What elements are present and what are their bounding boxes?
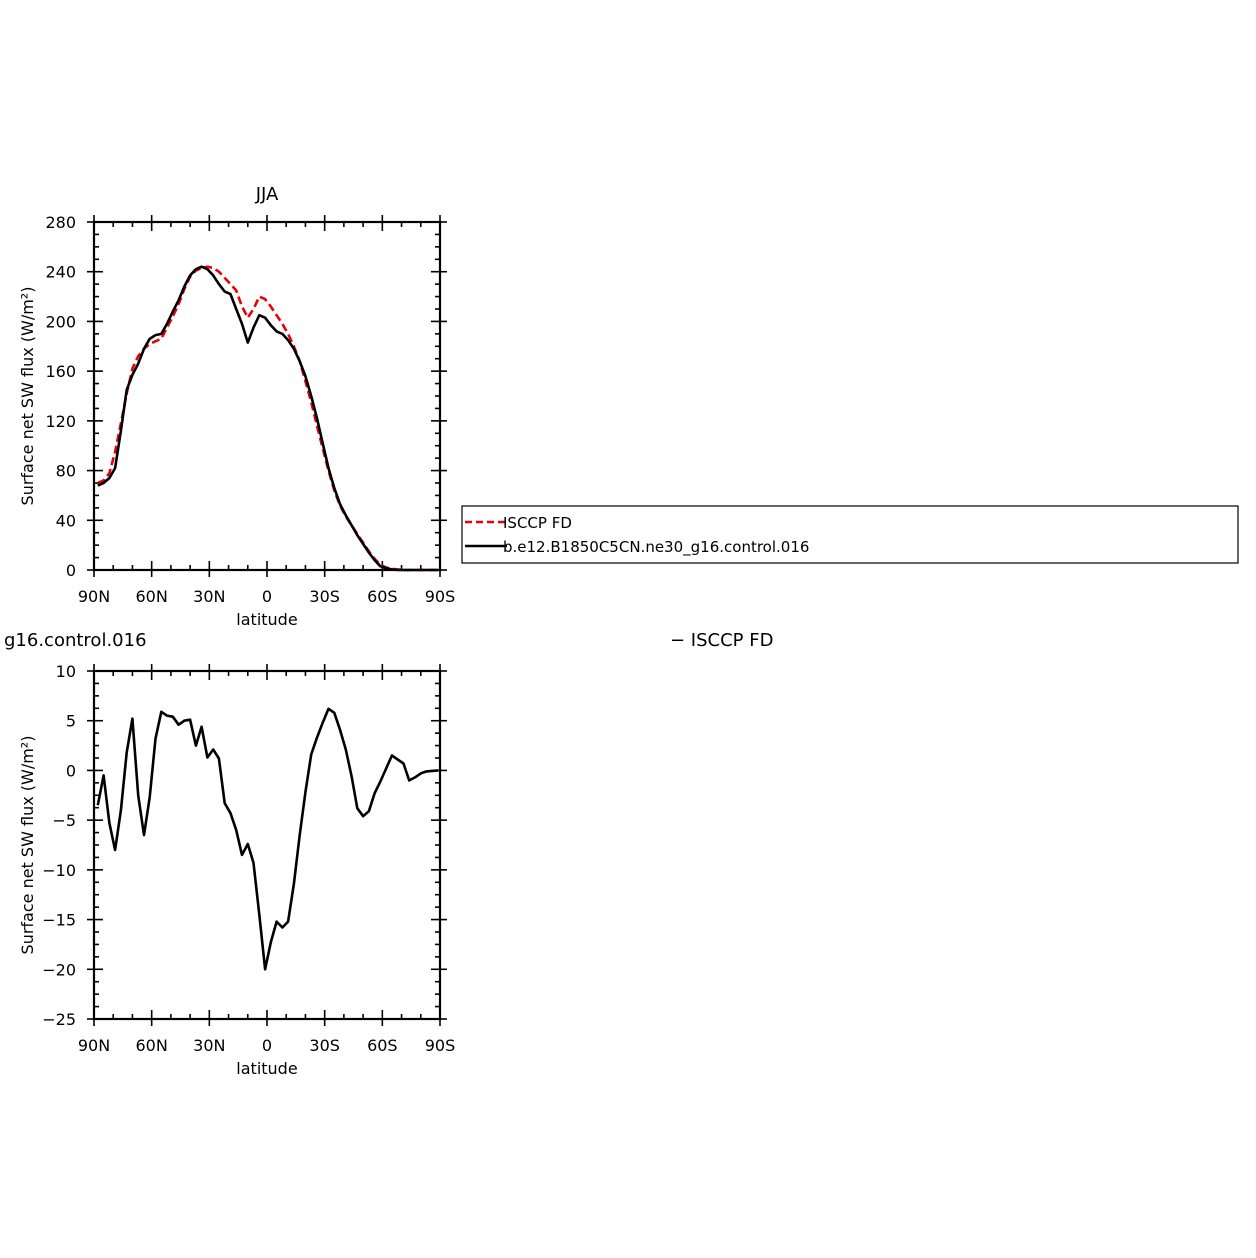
y-tick-label: −25 [42,1010,76,1029]
x-axis-label-bottom: latitude [236,1059,297,1078]
x-tick-label: 30N [193,587,225,606]
panel-zonal-mean: JJA 90N 60N 30N 0 30S 60S 90S 0 40 80 120 160 200 240… [18,184,455,629]
y-tick-label: 40 [56,511,76,530]
y-tick-label: 120 [45,412,76,431]
y-tick-label: 280 [45,213,76,232]
y-tick-label: 5 [66,712,76,731]
plot-frame [92,669,442,1021]
panel-difference: g16.control.016 − ISCCP FD 90N 60N 30N 0 30S… [4,630,773,1078]
plot-area-top: 90N 60N 30N 0 30S 60S 90S 0 40 80 120 160 200 240 280 [45,213,455,606]
x-tick-label: 30N [193,1036,225,1055]
plot-frame [92,220,442,572]
legend-box [461,505,1239,564]
series-line-0-1 [97,265,439,572]
series-line-1-0 [96,707,439,971]
x-tick-label: 30S [309,587,340,606]
x-tick-label: 30S [309,1036,340,1055]
x-tick-label: 90N [78,1036,110,1055]
y-tick-label: 200 [45,312,76,331]
x-tick-label: 90S [425,1036,456,1055]
y-tick-label: −10 [42,861,76,880]
y-tick-label: −15 [42,911,76,930]
x-axis-label-top: latitude [236,610,297,629]
legend-label-model: b.e12.B1850C5CN.ne30_g16.control.016 [503,538,809,557]
y-tick-label: −5 [52,811,76,830]
legend: ISCCP FD b.e12.B1850C5CN.ne30_g16.contro… [461,505,1239,564]
series-line-0-0 [97,265,439,572]
x-tick-label: 90N [78,587,110,606]
y-tick-label: 240 [45,263,76,282]
x-tick-label: 60N [136,1036,168,1055]
y-axis-label-bottom: Surface net SW flux (W/m²) [18,736,37,955]
y-tick-label: 160 [45,362,76,381]
legend-label-isccp: ISCCP FD [503,514,572,532]
x-tick-label: 90S [425,587,456,606]
y-axis-label-top: Surface net SW flux (W/m²) [18,287,37,506]
y-tick-label: 10 [56,662,76,681]
plot-area-bottom: 90N 60N 30N 0 30S 60S 90S −25 −20 −15 −10 −5 0 5 10 [42,662,455,1055]
y-tick-label: −20 [42,960,76,979]
y-tick-label: 0 [66,561,76,580]
chart-title-top: JJA [255,184,279,205]
chart-title-bottom-right: − ISCCP FD [670,630,773,651]
x-tick-label: 60S [367,1036,398,1055]
y-tick-label: 80 [56,462,76,481]
x-tick-label: 60N [136,587,168,606]
y-tick-label: 0 [66,761,76,780]
x-tick-label: 0 [262,587,272,606]
x-tick-label: 60S [367,587,398,606]
chart-title-bottom-left: g16.control.016 [4,630,147,651]
x-tick-label: 0 [262,1036,272,1055]
